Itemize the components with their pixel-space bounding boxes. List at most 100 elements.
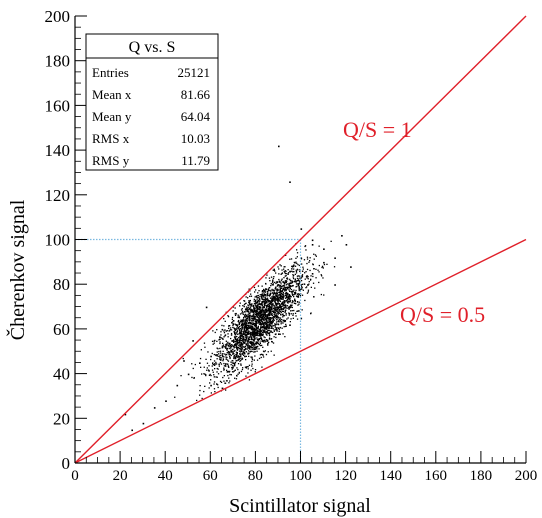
data-point	[295, 315, 297, 317]
data-point	[250, 325, 252, 328]
data-point	[278, 284, 280, 286]
data-point	[247, 344, 249, 346]
data-point	[257, 330, 259, 332]
data-point	[266, 307, 268, 309]
data-point	[289, 298, 291, 300]
data-point	[217, 373, 220, 375]
data-point	[257, 305, 259, 307]
data-point	[233, 341, 235, 343]
data-point	[267, 332, 269, 335]
data-point	[280, 279, 283, 281]
data-point	[284, 325, 287, 328]
data-point	[265, 353, 268, 356]
data-point	[257, 308, 259, 310]
data-point	[277, 297, 279, 299]
x-tick-label: 120	[334, 468, 357, 484]
data-point	[257, 292, 259, 294]
data-point	[280, 292, 283, 295]
data-point	[250, 295, 253, 297]
data-point	[239, 338, 241, 340]
data-point	[253, 348, 255, 351]
data-point	[253, 316, 255, 318]
data-point	[250, 317, 253, 319]
data-point	[256, 302, 258, 304]
data-point	[260, 315, 262, 317]
data-point	[238, 340, 240, 342]
data-point	[279, 333, 281, 335]
data-point	[225, 356, 227, 358]
data-point	[213, 342, 215, 344]
data-point	[262, 332, 264, 334]
data-point	[245, 319, 247, 321]
data-point	[269, 303, 271, 306]
data-point	[254, 318, 256, 320]
data-point	[321, 266, 323, 269]
data-point	[252, 341, 254, 343]
data-point	[254, 328, 256, 330]
data-point	[235, 345, 238, 347]
data-point	[265, 323, 267, 325]
data-point	[233, 357, 235, 359]
data-point	[248, 341, 250, 343]
data-point	[282, 290, 284, 292]
data-point	[253, 338, 256, 340]
data-point	[272, 283, 274, 285]
data-point	[262, 307, 264, 309]
data-point	[308, 283, 310, 285]
data-point	[237, 347, 239, 349]
data-point	[280, 307, 282, 309]
data-point	[291, 304, 293, 306]
data-point	[242, 312, 244, 314]
data-point	[249, 321, 251, 324]
data-point	[245, 306, 248, 308]
data-point	[247, 313, 249, 316]
data-point	[269, 318, 272, 320]
data-point	[251, 360, 253, 363]
data-point	[232, 348, 234, 351]
x-tick-label: 80	[248, 468, 263, 484]
data-point	[285, 300, 288, 302]
data-point	[287, 295, 289, 297]
data-point	[255, 303, 257, 305]
data-point	[258, 315, 261, 317]
data-point	[257, 334, 259, 337]
data-point	[251, 327, 253, 330]
data-point	[199, 394, 201, 396]
data-point	[247, 366, 249, 368]
data-point	[268, 306, 270, 308]
data-point	[298, 286, 300, 288]
data-point	[221, 353, 223, 355]
data-point	[271, 317, 273, 319]
data-point	[253, 312, 255, 314]
data-point	[273, 316, 276, 318]
data-point	[182, 357, 184, 360]
data-point	[262, 350, 265, 352]
data-point	[274, 306, 276, 308]
data-point	[254, 299, 257, 301]
data-point	[246, 321, 248, 323]
data-point	[229, 357, 231, 360]
data-point	[264, 301, 266, 303]
data-point	[260, 333, 262, 335]
data-point	[257, 320, 260, 323]
data-point	[131, 429, 133, 432]
data-point	[267, 351, 269, 353]
data-point	[278, 278, 280, 281]
data-point	[258, 318, 260, 320]
data-point	[259, 334, 261, 336]
data-point	[234, 344, 236, 346]
data-point	[265, 320, 268, 322]
data-point	[268, 315, 270, 317]
data-point	[191, 363, 193, 365]
data-point	[255, 331, 258, 333]
data-point	[270, 285, 272, 287]
data-point	[251, 325, 253, 327]
data-point	[289, 295, 291, 297]
data-point	[277, 299, 279, 301]
data-point	[225, 343, 227, 346]
data-point	[274, 301, 276, 303]
data-point	[270, 323, 272, 325]
data-point	[269, 323, 271, 325]
data-point	[245, 309, 247, 311]
data-point	[245, 296, 247, 298]
